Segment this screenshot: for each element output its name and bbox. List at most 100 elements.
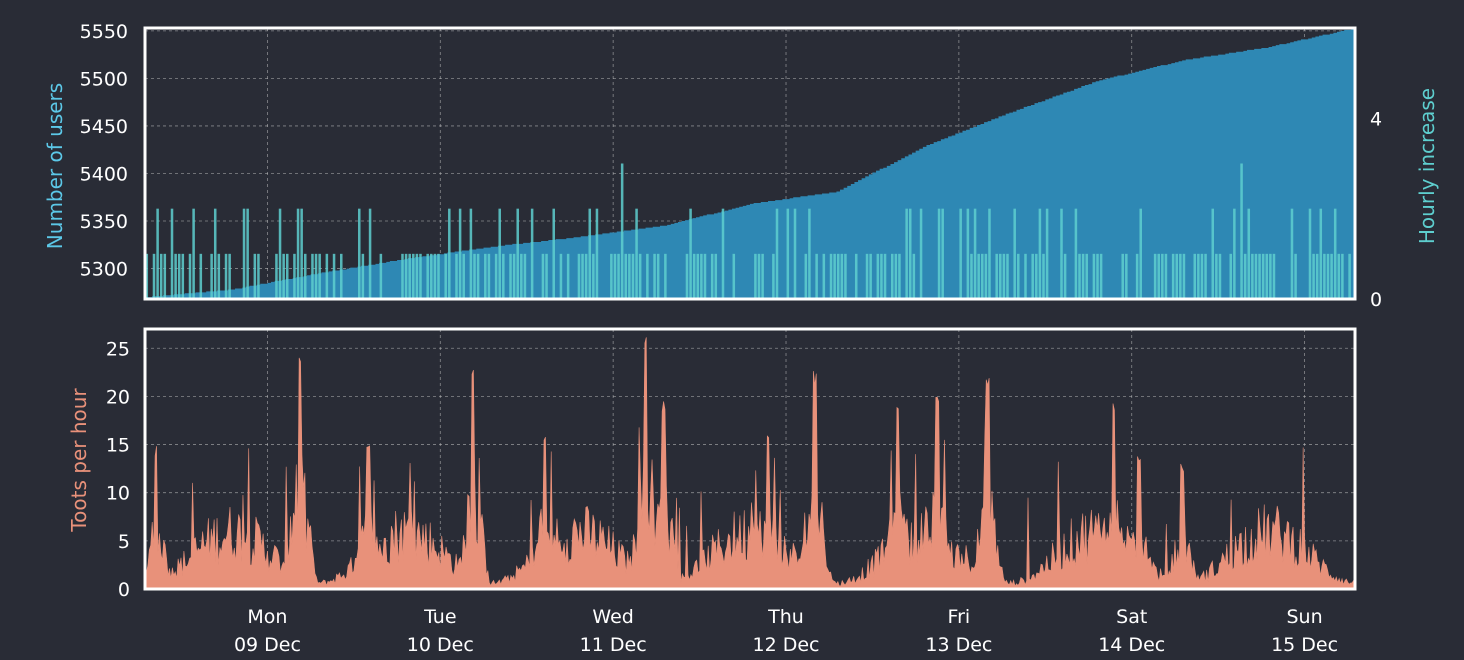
hourly-bar	[444, 253, 447, 299]
hourly-bar	[757, 253, 761, 299]
hourly-bar	[721, 208, 725, 299]
hourly-bar	[1197, 253, 1200, 299]
hourly-bar	[656, 253, 660, 299]
hourly-bar	[303, 253, 307, 299]
hourly-bar	[981, 253, 984, 299]
hourly-bar	[152, 253, 156, 299]
hourly-bar	[696, 253, 700, 299]
hourly-bar	[1006, 253, 1009, 299]
hourly-bar	[433, 253, 437, 299]
hourly-bar	[1294, 253, 1297, 299]
hourly-bar	[1153, 253, 1157, 299]
hourly-bar	[325, 253, 329, 299]
hourly-bar	[242, 208, 246, 299]
hourly-bar	[1063, 253, 1067, 299]
hourly-bar	[174, 253, 177, 299]
hourly-bar	[754, 253, 757, 299]
hourly-bar	[1078, 253, 1081, 299]
hourly-bar	[710, 253, 714, 299]
users-ytick-label: 5300	[80, 259, 128, 281]
hourly-bar	[448, 208, 451, 299]
hourly-bar	[959, 208, 962, 299]
hourly-bar	[368, 208, 372, 299]
hourly-bar	[595, 208, 599, 299]
hourly-bar	[1125, 253, 1128, 299]
hourly-bar	[1139, 208, 1142, 299]
hourly-bar	[552, 208, 555, 299]
hourly-bar	[358, 208, 361, 299]
hourly-bar	[664, 253, 667, 299]
hourly-bar	[379, 253, 383, 299]
hourly-bar	[177, 253, 181, 299]
toots-ytick-label: 15	[106, 435, 130, 457]
xtick-date-label: 10 Dec	[407, 634, 474, 656]
hourly-bar	[1251, 253, 1254, 299]
hourly-bar	[804, 253, 808, 299]
hourly-bar	[1308, 208, 1312, 299]
hourly-bar	[1099, 253, 1103, 299]
hourly-bar	[646, 253, 649, 299]
hourly-bar	[1179, 253, 1182, 299]
hourly-bar	[829, 253, 833, 299]
hourly-bar	[577, 253, 581, 299]
toots-panel-frame	[143, 327, 1357, 591]
hourly-bar	[1330, 253, 1333, 299]
hourly-bar	[246, 208, 249, 299]
hourly-bar	[437, 253, 440, 299]
hourly-bar	[404, 253, 408, 299]
hourly-bar	[412, 253, 415, 299]
toots-area	[144, 337, 1356, 590]
hourly-bar	[1319, 208, 1323, 299]
hourly-bar	[1269, 253, 1272, 299]
toots-ytick-label: 5	[118, 531, 130, 553]
hourly-bar	[509, 253, 512, 299]
hourly-bar	[880, 253, 883, 299]
hourly-bar	[181, 253, 185, 299]
hourly-bar	[1233, 208, 1236, 299]
hourly-bar	[415, 253, 419, 299]
toots-axis-label: Toots per hour	[67, 388, 91, 533]
hourly-bar	[876, 253, 880, 299]
xtick-day-label: Wed	[592, 606, 633, 628]
hourly-bar	[988, 208, 991, 299]
users-ytick-label: 5400	[80, 163, 128, 185]
hourly-bar	[1272, 253, 1276, 299]
hourly-bar	[192, 208, 195, 299]
hourly-bar	[581, 253, 584, 299]
hourly-bar	[498, 208, 501, 299]
hourly-bar	[786, 208, 790, 299]
hourly-bar	[1211, 208, 1215, 299]
hourly-bar	[1254, 253, 1258, 299]
hourly-bar	[487, 253, 491, 299]
hourly-bar	[285, 253, 289, 299]
hourly-bar	[869, 253, 872, 299]
hourly-bar	[559, 253, 563, 299]
hourly-bar	[624, 253, 628, 299]
hourly-bar	[973, 208, 977, 299]
hourly-bar	[224, 253, 228, 299]
hourly-bar	[300, 208, 303, 299]
hourly-bar	[610, 253, 613, 299]
hourly-bar	[890, 253, 894, 299]
hourly-bar	[502, 253, 505, 299]
hourly-bar	[685, 253, 689, 299]
hourly-bar	[361, 253, 365, 299]
xtick-date-label: 12 Dec	[753, 634, 820, 656]
hourly-bar	[332, 253, 336, 299]
hourly-bar	[1038, 208, 1042, 299]
hourly-increase-bars	[145, 163, 1351, 299]
hourly-bar	[865, 253, 869, 299]
hourly-bar	[318, 253, 321, 299]
hourly-bar	[455, 253, 458, 299]
hourly-bar	[854, 253, 858, 299]
hourly-bar	[145, 253, 149, 299]
hourly-bar	[1243, 253, 1247, 299]
hourly-bar	[469, 208, 473, 299]
hourly-bar	[617, 253, 620, 299]
hourly-bar	[340, 253, 343, 299]
hourly-bar	[1092, 253, 1096, 299]
hourly-bar	[653, 253, 656, 299]
hourly-bar	[970, 253, 973, 299]
users-ytick-label: 5350	[80, 211, 128, 233]
